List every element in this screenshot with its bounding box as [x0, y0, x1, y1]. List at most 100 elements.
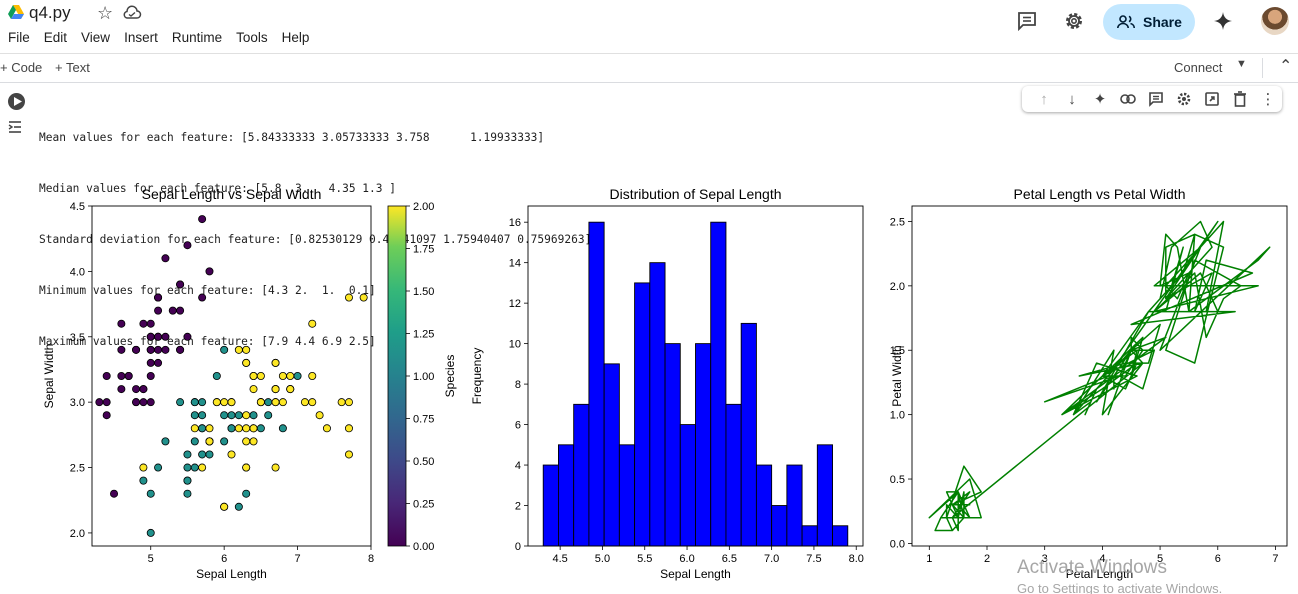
histogram-bar	[634, 282, 651, 547]
y-axis-label: Frequency	[470, 348, 484, 405]
chart-title: Distribution of Sepal Length	[610, 186, 782, 202]
menu-view[interactable]: View	[81, 30, 111, 45]
histogram-bar	[786, 464, 803, 547]
scatter-point	[249, 371, 258, 380]
add-code-cell-button[interactable]: + Code	[0, 60, 43, 75]
star-icon[interactable]: ☆	[97, 3, 114, 23]
gemini-spark-icon[interactable]	[1212, 10, 1234, 32]
colorbar-tick-label: 0.75	[413, 414, 434, 426]
link-icon[interactable]	[1114, 89, 1142, 109]
gemini-spark-icon[interactable]: ✦	[1093, 91, 1107, 108]
scatter-point	[234, 345, 243, 354]
y-tick-label: 2.0	[70, 528, 85, 540]
x-tick-label: 6.5	[722, 553, 737, 565]
scatter-point	[146, 358, 155, 367]
scatter-point	[293, 371, 302, 380]
settings-gear-icon[interactable]	[1063, 10, 1085, 32]
scatter-point	[146, 398, 155, 407]
scatter-point	[190, 411, 199, 420]
move-cell-up-icon[interactable]: ↑	[1040, 90, 1048, 108]
more-options-icon[interactable]: ⋮	[1260, 91, 1276, 108]
connect-button[interactable]: Connect	[1174, 60, 1223, 75]
comments-icon[interactable]	[1016, 10, 1038, 32]
scatter-point	[132, 345, 141, 354]
y-tick-label: 2.5	[890, 216, 905, 228]
colorbar-tick-label: 1.75	[413, 244, 434, 256]
scatter-point	[278, 424, 287, 433]
y-tick-label: 6	[515, 420, 521, 432]
scatter-point	[95, 398, 104, 407]
scatter-point	[198, 293, 207, 302]
scatter-point	[264, 411, 273, 420]
scatter-point	[249, 385, 258, 394]
x-tick-label: 4	[1099, 553, 1105, 565]
menu-edit[interactable]: Edit	[43, 30, 68, 45]
notebook-title[interactable]: q4.py	[29, 3, 71, 22]
y-tick-label: 1.0	[890, 410, 905, 422]
cell-settings-gear-icon[interactable]	[1170, 89, 1198, 109]
colorbar-tick-label: 2.00	[413, 201, 434, 213]
scatter-point	[227, 411, 236, 420]
y-tick-label: 2.5	[70, 463, 85, 475]
collapse-header-icon[interactable]: ⌃	[1279, 58, 1293, 75]
cloud-saved-icon[interactable]	[122, 5, 142, 21]
y-tick-label: 4	[515, 460, 521, 472]
run-cell-button[interactable]	[8, 93, 25, 110]
colorbar-tick-label: 1.50	[413, 286, 434, 298]
scatter-point	[271, 398, 280, 407]
scatter-point	[227, 450, 236, 459]
scatter-point	[161, 332, 170, 341]
scatter-point	[190, 463, 199, 472]
scatter-point	[300, 398, 309, 407]
scatter-point	[359, 293, 368, 302]
y-tick-label: 0.0	[890, 538, 905, 550]
y-tick-label: 1.5	[890, 345, 905, 357]
y-tick-label: 4.5	[70, 201, 85, 213]
menu-help[interactable]: Help	[281, 30, 310, 45]
move-cell-down-icon[interactable]: ↓	[1068, 90, 1076, 108]
x-tick-label: 5	[148, 553, 154, 565]
share-button[interactable]: Share	[1103, 4, 1195, 40]
output-line: Standard deviation for each feature: [0.…	[39, 233, 592, 246]
scatter-point	[161, 254, 170, 263]
output-toggle-icon[interactable]	[8, 119, 26, 135]
menu-bar: File Edit View Insert Runtime Tools Help	[8, 30, 323, 45]
top-bar: q4.py ☆ File Edit View Insert Runtime To…	[0, 0, 1298, 52]
scatter-point	[278, 371, 287, 380]
scatter-point	[286, 385, 295, 394]
histogram-bar	[679, 424, 696, 547]
open-in-tab-icon[interactable]	[1198, 89, 1226, 109]
menu-file[interactable]: File	[8, 30, 30, 45]
histogram-bar	[832, 525, 849, 547]
scatter-point	[227, 424, 236, 433]
connect-dropdown-icon[interactable]: ▼	[1236, 58, 1247, 70]
y-tick-label: 10	[509, 339, 521, 351]
scatter-point	[146, 345, 155, 354]
histogram-bar	[649, 262, 666, 547]
user-avatar[interactable]	[1261, 7, 1289, 35]
delete-cell-icon[interactable]	[1226, 89, 1254, 109]
comment-icon[interactable]	[1142, 89, 1170, 109]
activate-windows-hint: Go to Settings to activate Windows.	[1017, 581, 1223, 594]
menu-insert[interactable]: Insert	[124, 30, 158, 45]
menu-tools[interactable]: Tools	[236, 30, 268, 45]
menu-runtime[interactable]: Runtime	[171, 30, 223, 45]
axes-frame	[911, 205, 1288, 547]
scatter-point	[146, 319, 155, 328]
scatter-point	[154, 332, 163, 341]
scatter-point	[344, 293, 353, 302]
scatter-point	[183, 476, 192, 485]
scatter-point	[176, 345, 185, 354]
add-text-cell-button[interactable]: + Text	[55, 60, 90, 75]
drive-logo-icon	[8, 5, 24, 19]
x-tick-label: 3	[1042, 553, 1048, 565]
y-tick-label: 16	[509, 217, 521, 229]
plot-output-figure: 5 6 7 8 2.0 2.5 3.0 3.5 4.0 4.5 Sepal Length vs Se…	[42, 186, 1288, 581]
scatter-point	[205, 424, 214, 433]
x-axis-label: Sepal Length	[196, 567, 267, 581]
scatter-point	[205, 437, 214, 446]
cell-toolbar: ↑ ↓ ✦ ⋮	[1022, 86, 1282, 112]
notebook-toolbar: + Code + Text Connect ▼ ⌃	[0, 53, 1298, 83]
scatter-point	[146, 332, 155, 341]
scatter-point	[242, 463, 251, 472]
